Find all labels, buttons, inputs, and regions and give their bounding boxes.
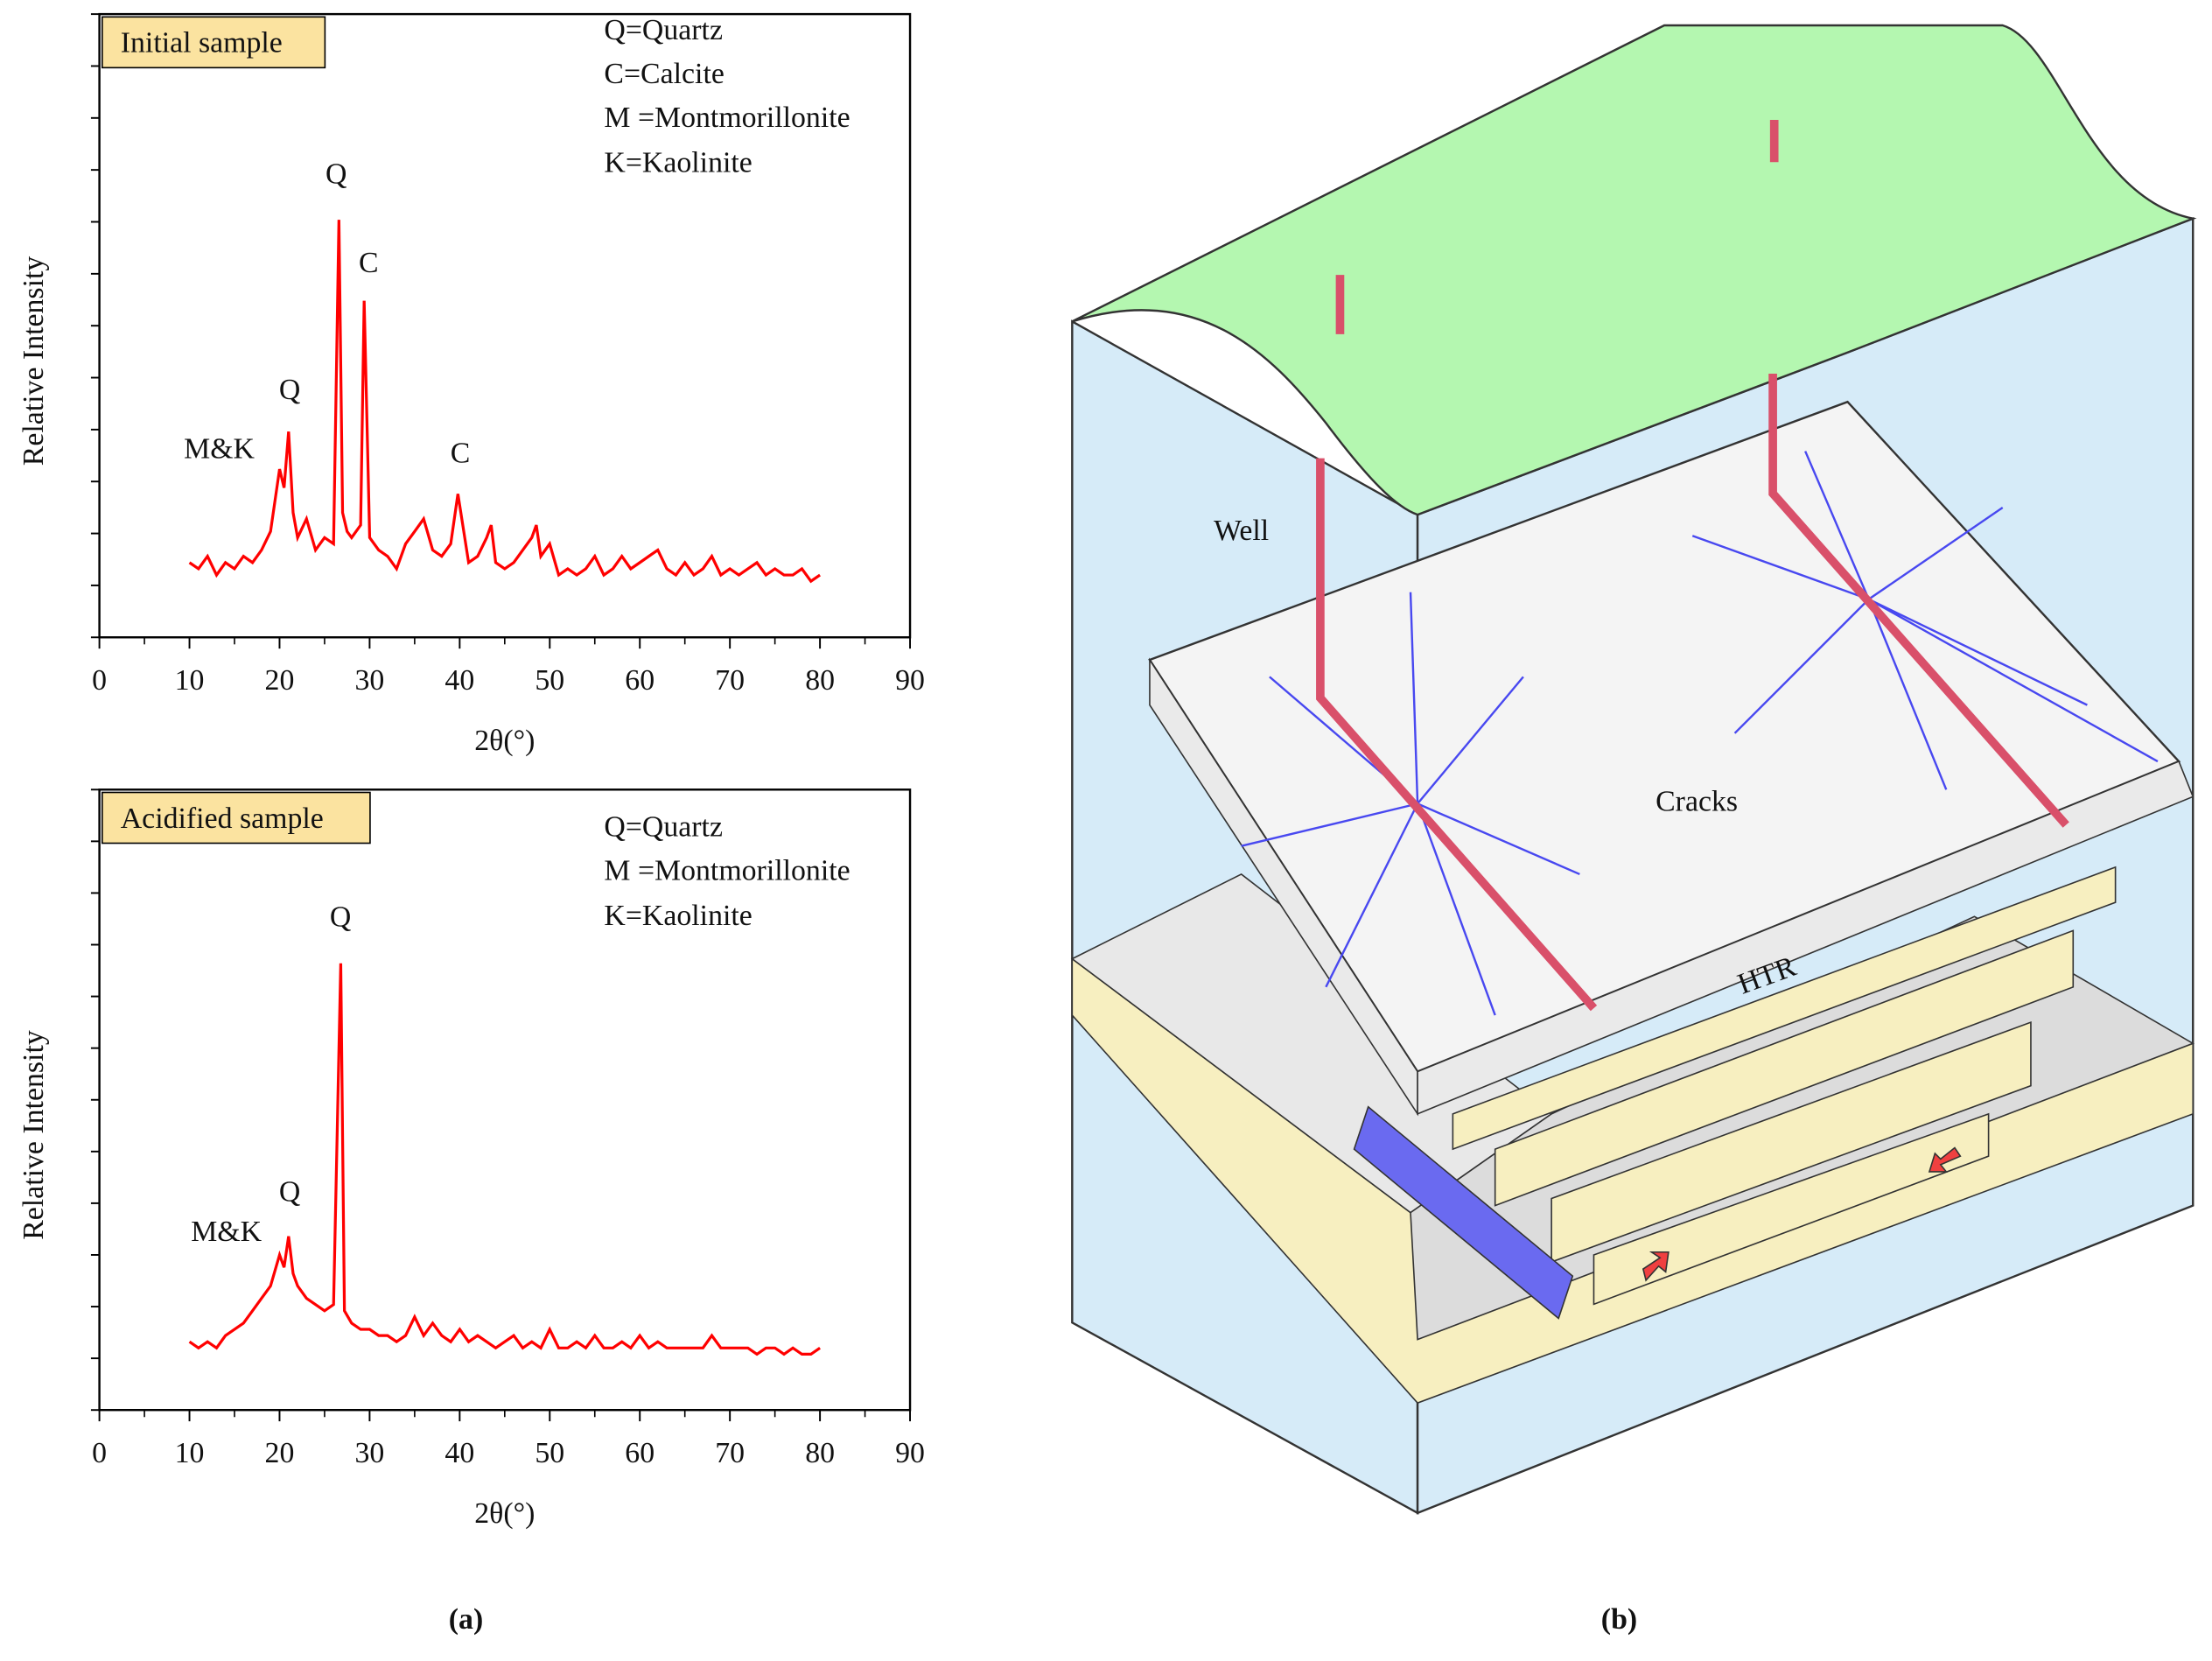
- peak-label: M&K: [184, 433, 255, 466]
- x-tick-label: 0: [92, 664, 107, 697]
- peak-label: Q: [279, 1176, 300, 1209]
- sample-label: Initial sample: [121, 27, 283, 60]
- peak-label: C: [359, 247, 379, 279]
- x-tick-label: 10: [175, 1437, 205, 1469]
- sample-label: Acidified sample: [121, 802, 324, 835]
- x-tick-label: 40: [444, 1437, 474, 1469]
- diagram-label: Well: [1214, 515, 1269, 547]
- x-tick-label: 60: [625, 664, 654, 697]
- sample-label-box: [102, 791, 371, 845]
- legend-text: Q=Quartz: [604, 14, 723, 46]
- peak-label: C: [451, 437, 471, 469]
- x-tick-label: 10: [175, 664, 205, 697]
- diagram-label: Cracks: [1656, 785, 1738, 817]
- peak-label: M&K: [191, 1216, 262, 1248]
- peak-label: Q: [279, 374, 300, 406]
- x-tick-label: 0: [92, 1437, 107, 1469]
- x-tick-label: 20: [265, 1437, 295, 1469]
- legend-text: Q=Quartz: [604, 810, 723, 843]
- y-axis-label: Relative Intensity: [18, 256, 50, 466]
- legend-text: M =Montmorillonite: [604, 102, 850, 134]
- x-tick-label: 90: [895, 664, 925, 697]
- panel-label: (b): [1601, 1603, 1637, 1636]
- x-tick-label: 70: [715, 664, 745, 697]
- x-tick-label: 70: [715, 1437, 745, 1469]
- peak-label: Q: [330, 901, 351, 934]
- xrd-line: [188, 963, 821, 1356]
- x-tick-label: 90: [895, 1437, 925, 1469]
- x-tick-label: 80: [805, 1437, 835, 1469]
- xrd-line: [188, 220, 821, 584]
- x-axis-label: 2θ(°): [474, 1497, 535, 1530]
- x-tick-label: 20: [265, 664, 295, 697]
- y-axis-label: Relative Intensity: [18, 1030, 50, 1240]
- legend-text: C=Calcite: [604, 58, 724, 90]
- sample-label-box: [102, 16, 326, 69]
- x-tick-label: 30: [354, 664, 384, 697]
- legend-text: K=Kaolinite: [604, 900, 752, 932]
- peak-label: Q: [326, 158, 346, 190]
- x-tick-label: 50: [535, 664, 564, 697]
- panel-label: (a): [449, 1603, 483, 1636]
- legend-text: K=Kaolinite: [604, 147, 752, 179]
- legend-text: M =Montmorillonite: [604, 854, 850, 887]
- x-axis-label: 2θ(°): [474, 725, 535, 757]
- x-tick-label: 40: [444, 664, 474, 697]
- x-tick-label: 50: [535, 1437, 564, 1469]
- x-tick-label: 80: [805, 664, 835, 697]
- x-tick-label: 60: [625, 1437, 654, 1469]
- x-tick-label: 30: [354, 1437, 384, 1469]
